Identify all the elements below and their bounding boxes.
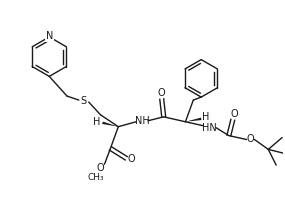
Text: NH: NH <box>135 116 149 126</box>
Text: HN: HN <box>202 123 217 133</box>
Text: H: H <box>202 112 210 122</box>
Polygon shape <box>102 122 118 127</box>
Text: O: O <box>158 88 166 98</box>
Text: O: O <box>247 134 254 144</box>
Text: H: H <box>93 117 100 127</box>
Text: O: O <box>231 109 239 119</box>
Text: CH₃: CH₃ <box>87 172 104 182</box>
Text: N: N <box>46 31 53 41</box>
Text: O: O <box>97 163 104 173</box>
Text: S: S <box>81 96 87 106</box>
Polygon shape <box>186 118 201 122</box>
Text: O: O <box>127 154 135 164</box>
